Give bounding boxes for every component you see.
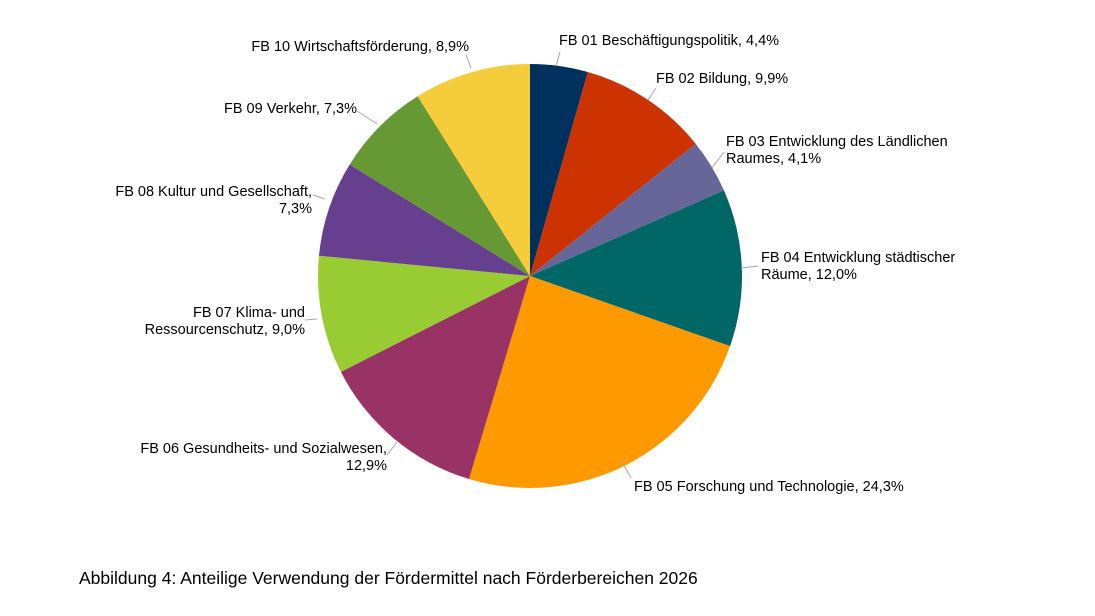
pie-slice-6 [340,276,530,480]
slice-label-line: FB 08 Kultur und Gesellschaft, [115,184,312,200]
slice-label-line: FB 10 Wirtschaftsförderung, 8,9% [251,39,469,55]
slice-label-5: FB 05 Forschung und Technologie, 24,3% [634,479,904,496]
pie-slice-9 [349,96,530,276]
slice-label-7: FB 07 Klima- und Ressourcenschutz, 9,0% [145,305,305,339]
slice-label-line: Räume, 12,0% [761,267,857,283]
leader-line-8 [312,194,326,200]
leader-line-6 [386,441,398,456]
pie-slice-10 [417,64,530,276]
leader-line-7 [304,318,318,321]
slice-label-line: FB 04 Entwicklung städtischer [761,250,956,266]
slice-label-4: FB 04 Entwicklung städtischer Räume, 12,0… [761,250,955,284]
leader-line-4 [740,265,759,269]
slice-label-10: FB 10 Wirtschaftsförderung, 8,9% [251,39,469,56]
figure-caption: Abbildung 4: Anteilige Verwendung der Fö… [79,568,698,588]
slice-label-line: FB 03 Entwicklung des Ländlichen [726,134,948,150]
slice-label-line: Ressourcenschutz, 9,0% [144,322,305,338]
slice-label-line: FB 07 Klima- und [192,305,305,321]
pie-slice-2 [530,72,696,277]
slice-label-line: FB 01 Beschäftigungspolitik, 4,4% [559,33,780,49]
slice-label-line: FB 02 Bildung, 9,9% [656,71,789,87]
pie-slice-8 [318,164,530,276]
leader-line-2 [647,87,657,101]
leader-line-1 [555,51,561,67]
pie-slice-3 [530,143,724,276]
slice-label-6: FB 06 Gesundheits- und Sozialwesen, 12,9% [140,441,387,475]
slice-label-1: FB 01 Beschäftigungspolitik, 4,4% [559,33,779,50]
leader-line-10 [465,54,472,69]
pie-slice-1 [530,64,588,276]
leader-line-9 [356,110,378,125]
slice-label-line: 7,3% [278,201,312,217]
slice-label-9: FB 09 Verkehr, 7,3% [224,101,357,118]
slice-label-line: FB 09 Verkehr, 7,3% [224,101,357,117]
slice-label-line: 12,9% [345,458,387,474]
slice-label-8: FB 08 Kultur und Gesellschaft, 7,3% [115,184,312,218]
slice-label-2: FB 02 Bildung, 9,9% [656,71,788,88]
slice-label-line: Raumes, 4,1% [726,151,822,167]
pie-slice-5 [468,276,731,488]
leader-line-5 [621,461,632,479]
slice-label-line: FB 05 Forschung und Technologie, 24,3% [634,479,904,495]
leader-line-3 [711,151,725,169]
pie-slice-7 [318,255,530,372]
slice-label-line: FB 06 Gesundheits- und Sozialwesen, [140,441,387,457]
pie-slice-4 [530,190,742,347]
slice-label-3: FB 03 Entwicklung des Ländlichen Raumes, … [726,134,948,168]
